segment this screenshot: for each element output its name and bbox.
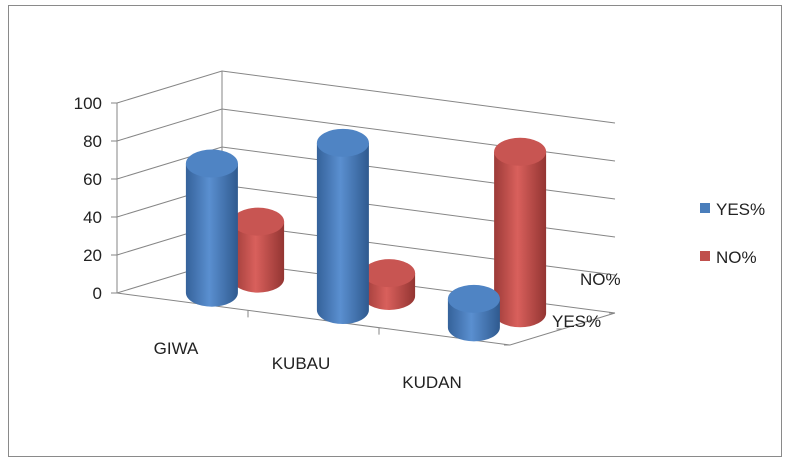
- bar-no-giwa: [232, 207, 285, 293]
- bar-yes-kudan: [447, 284, 500, 342]
- category-label: GIWA: [154, 339, 199, 358]
- y-tick-label: 0: [93, 284, 102, 303]
- y-tick-label: 100: [74, 94, 102, 113]
- depth-axis-label: YES%: [552, 312, 601, 331]
- y-tick-label: 80: [83, 132, 102, 151]
- bar-yes-kubau-top: [316, 128, 369, 157]
- bar-yes-kubau: [316, 128, 369, 325]
- depth-axis-labels: YES% NO%: [552, 270, 621, 331]
- depth-axis-label: NO%: [580, 270, 621, 289]
- bar-yes-giwa-body: [185, 163, 238, 307]
- legend: YES% NO%: [700, 200, 765, 267]
- bar-no-kudan-body: [494, 151, 547, 328]
- chart-frame: [8, 5, 782, 457]
- bar-no-kudan-top: [494, 137, 547, 166]
- gridline: [116, 70, 616, 124]
- category-label: KUDAN: [402, 373, 462, 392]
- bar-no-giwa-body: [232, 221, 285, 293]
- legend-swatch-yes: [700, 203, 710, 213]
- legend-swatch-no: [700, 251, 710, 261]
- legend-label-yes: YES%: [716, 200, 765, 219]
- bar-yes-kubau-body: [316, 142, 369, 325]
- y-tick-label: 60: [83, 170, 102, 189]
- y-tick-label: 20: [83, 246, 102, 265]
- bar-no-giwa-top: [232, 207, 285, 236]
- bar-no-kubau-top: [363, 259, 416, 288]
- category-labels: GIWA KUBAU KUDAN: [154, 339, 462, 392]
- bar-yes-giwa-top: [185, 149, 238, 178]
- y-tick-label: 40: [83, 208, 102, 227]
- chart-bars: [185, 128, 547, 342]
- bar-yes-kudan-top: [447, 284, 500, 313]
- y-axis-ticks: 0 20 40 60 80 100: [74, 94, 102, 303]
- bar-no-kudan: [494, 137, 547, 328]
- bar-no-kubau: [363, 259, 416, 310]
- category-label: KUBAU: [272, 354, 331, 373]
- bar-yes-giwa: [185, 149, 238, 307]
- legend-label-no: NO%: [716, 248, 757, 267]
